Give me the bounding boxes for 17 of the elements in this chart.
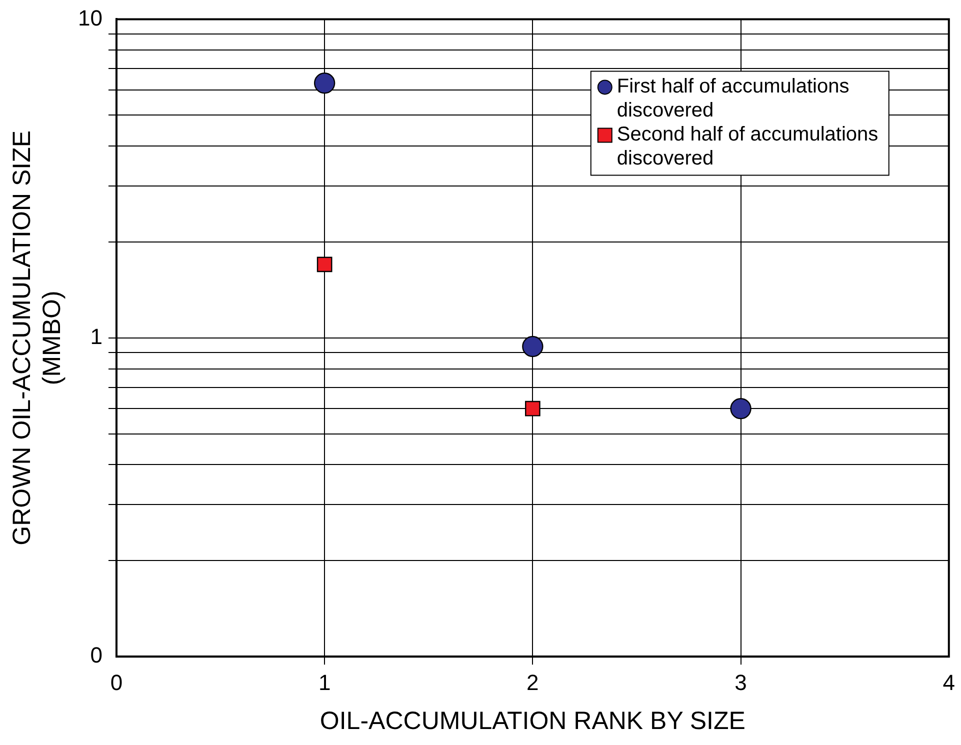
x-tick-label: 3 (734, 670, 747, 695)
y-tick-label: 1 (90, 324, 102, 349)
legend-label: Second half of accumulations discovered (616, 124, 878, 170)
x-axis-title: OIL-ACCUMULATION RANK BY SIZE (320, 706, 746, 735)
point (314, 72, 336, 94)
legend-label: First half of accumulations discovered (616, 76, 850, 122)
x-tick-label: 2 (526, 670, 539, 695)
y-axis-title: GROWN OIL-ACCUMULATION SIZE (MMBO) (8, 130, 66, 546)
x-tick-label: 0 (110, 670, 123, 695)
x-tick-label: 1 (318, 670, 331, 695)
y-tick-label: 0 (90, 642, 102, 668)
point (730, 398, 752, 420)
y-tick-label: 10 (78, 5, 102, 30)
point (522, 336, 544, 358)
point (525, 400, 540, 416)
x-tick-label: 4 (942, 670, 956, 695)
point (316, 256, 332, 272)
